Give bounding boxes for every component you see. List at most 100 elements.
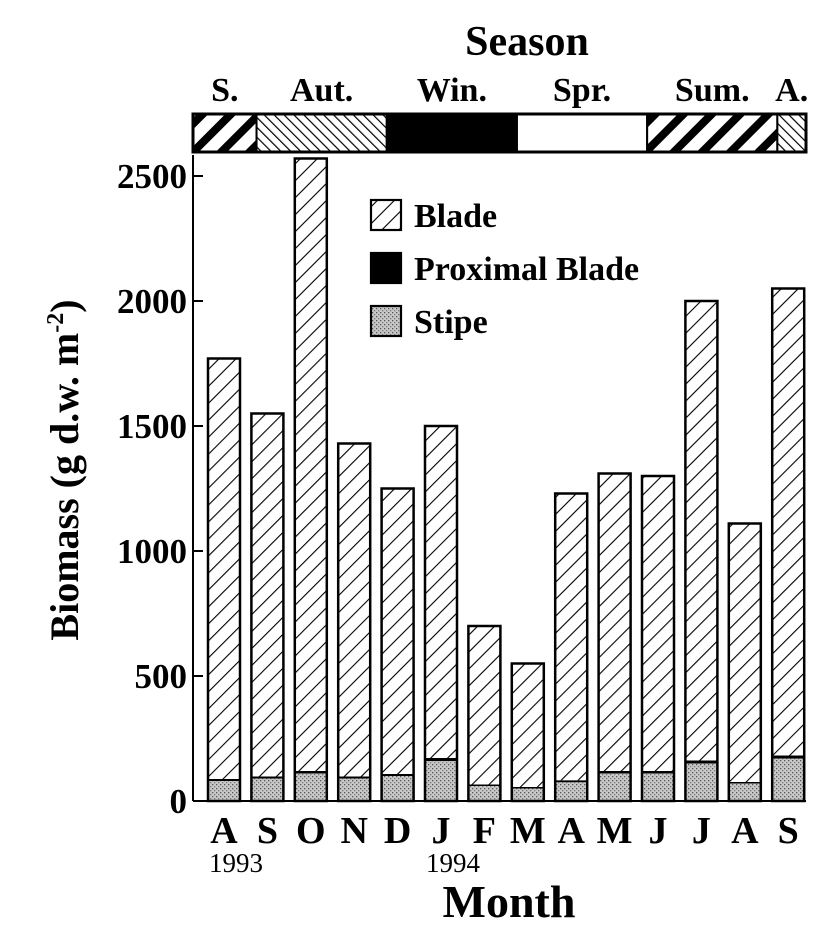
bar-segment-proximal-blade [208,779,240,781]
bar-outline [336,442,372,803]
bar-segment-proximal-blade [251,776,284,779]
bar-segment-proximal-blade [381,774,414,776]
bar-segment-proximal-blade [598,771,631,774]
x-tick-label: M [597,810,633,852]
bar-segment-blade [468,626,501,785]
x-tick-label: N [340,810,367,852]
x-tick-label: M [510,810,546,852]
season-label: Aut. [290,72,353,109]
y-axis-label-close: ) [42,299,87,312]
y-tick-label: 500 [135,657,188,696]
bar-segment-proximal-blade [338,776,371,779]
season-segment [385,113,518,153]
bar-outline [640,474,676,803]
bar-segment-blade [511,663,544,787]
bar-segment-stipe [338,778,371,801]
year-label: 1994 [426,848,481,878]
bar-segment-proximal-blade [294,771,327,774]
bar-outline [206,357,242,803]
bar-segment-proximal-blade [772,755,805,759]
bar-segment-proximal-blade [728,782,761,784]
bar-segment-proximal-blade [425,758,457,761]
bar-segment-blade [685,301,718,761]
bar-segment-blade [555,493,588,781]
legend-swatch-stipe [369,304,403,338]
legend-label-blade: Blade [414,198,497,235]
season-segment [776,113,807,153]
y-axis-label-superscript: -2 [43,313,69,333]
x-tick-label: S [257,810,278,852]
bar-outline [380,487,415,803]
bar-outline [250,412,285,803]
bar-segment-proximal-blade [685,760,718,764]
season-bar-frame [191,112,808,154]
bar-segment-stipe [511,788,544,801]
bar-segment-proximal-blade [468,784,501,786]
bar-outline [727,522,763,803]
bar-segment-stipe [598,773,631,801]
legend-label-proximal-blade: Proximal Blade [414,251,639,288]
y-axis-label-text: Biomass (g d.w. m [42,333,87,641]
legend-label-stipe: Stipe [414,304,488,341]
bar-segment-blade [338,443,371,777]
bar-segment-proximal-blade [642,771,674,774]
season-label: Sum. [675,72,750,109]
x-tick-label: J [432,810,451,852]
year-label: 1993 [209,848,263,878]
bar-outline [684,299,719,803]
season-segment [192,113,258,153]
x-tick-label: O [296,810,326,852]
season-segment [646,113,779,153]
bar-outline [293,157,329,803]
bar-segment-blade [208,358,240,779]
legend-swatch-blade [369,198,403,232]
bar-outline [597,472,632,803]
season-label: Spr. [553,72,611,109]
bar-segment-stipe [728,783,761,801]
x-tick-label: J [649,810,668,852]
season-segment [255,113,388,153]
x-tick-label: J [692,810,711,852]
y-tick-label: 1000 [117,532,187,571]
season-label: A. [775,72,808,109]
x-tick-label: F [473,810,496,852]
y-tick-label: 2000 [117,282,187,321]
bar-segment-stipe [294,773,327,801]
bar-segment-proximal-blade [511,787,544,789]
bar-segment-stipe [555,782,588,801]
bar-segment-stipe [425,761,457,801]
bar-segment-blade [251,413,284,777]
x-tick-label: A [210,810,238,852]
y-tick-label: 0 [170,782,188,821]
y-tick-label: 1500 [117,407,187,446]
season-segment [515,113,649,153]
x-tick-label: A [557,810,585,852]
bar-segment-blade [425,426,457,758]
y-tick-label: 2500 [117,157,187,196]
chart-title: Season [465,19,589,65]
season-bar: S. Aut. Win. Spr. Sum. A. [191,72,808,154]
bar-outline [467,624,502,803]
bar-segment-blade [728,523,761,782]
x-tick-label: A [731,810,759,852]
season-label: Win. [417,72,487,109]
bar-outline [423,424,459,803]
bar-segment-blade [598,473,631,771]
bar-segment-proximal-blade [555,780,588,783]
bar-segment-stipe [685,763,718,801]
x-tick-label: D [384,810,411,852]
season-label: S. [211,72,238,109]
bar-outline [553,492,589,803]
x-axis-label: Month [443,876,576,927]
bar-segment-blade [294,158,327,771]
bar-outline [510,662,546,803]
bar-segment-blade [772,288,805,756]
bar-segment-stipe [772,758,805,801]
legend: Blade Proximal Blade Stipe [369,198,639,341]
bar-segment-stipe [642,773,674,801]
bar-segment-blade [642,476,674,771]
y-axis-label: Biomass (g d.w. m-2) [42,299,87,640]
bar-segment-stipe [381,776,414,801]
